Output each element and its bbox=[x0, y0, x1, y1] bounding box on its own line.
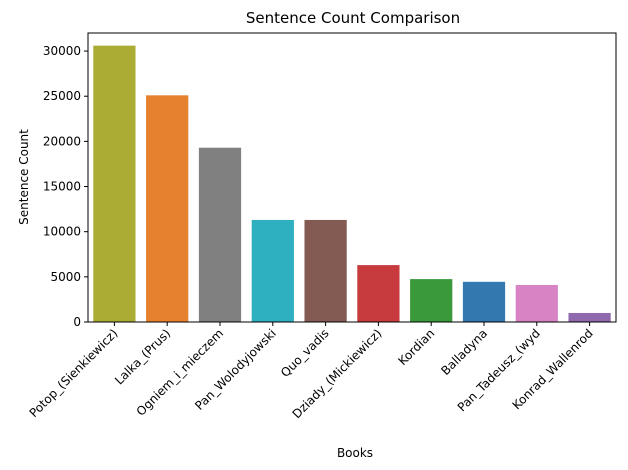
x-tick-label: Potop_(Sienkiewicz) bbox=[27, 326, 121, 420]
bar-Potop_(Sienkiewicz) bbox=[93, 45, 136, 323]
bar-Lalka_(Prus) bbox=[146, 95, 189, 322]
bar-Ogniem_i_mieczem bbox=[198, 147, 242, 322]
y-tick-label: 5000 bbox=[50, 270, 81, 284]
x-tick-label: Dziady_(Mickiewicz) bbox=[290, 326, 385, 421]
bar-Balladyna bbox=[462, 281, 506, 322]
x-axis-label: Books bbox=[337, 446, 373, 460]
y-tick-label: 25000 bbox=[43, 89, 81, 103]
y-axis-label: Sentence Count bbox=[17, 129, 31, 225]
bar-Konrad_Wallenrod bbox=[568, 312, 611, 322]
y-axis: 0 5000 10000 15000 20000 25000 30000 bbox=[43, 44, 88, 329]
bars-layer bbox=[93, 45, 611, 323]
bar-Pan_Wolodyjowski bbox=[251, 219, 294, 322]
bar-Dziady_(Mickiewicz) bbox=[357, 265, 400, 322]
plot-frame bbox=[87, 32, 617, 323]
y-tick-label: 15000 bbox=[43, 180, 81, 194]
bar-Kordian bbox=[410, 279, 453, 322]
y-tick-label: 10000 bbox=[43, 225, 81, 239]
y-tick-label: 30000 bbox=[43, 44, 81, 58]
chart-title: Sentence Count Comparison bbox=[246, 9, 460, 27]
x-axis: Potop_(Sienkiewicz)Lalka_(Prus)Ogniem_i_… bbox=[27, 322, 596, 421]
x-tick-label: Balladyna bbox=[438, 326, 490, 378]
x-tick-label: Quo_vadis bbox=[278, 326, 332, 380]
y-tick-label: 0 bbox=[73, 315, 81, 329]
y-tick-label: 20000 bbox=[43, 134, 81, 148]
bar-Quo_vadis bbox=[304, 219, 347, 322]
x-tick-label: Ogniem_i_mieczem bbox=[134, 326, 226, 418]
bar-Pan_Tadeusz_(wyd bbox=[515, 284, 558, 322]
x-tick-label: Kordian bbox=[395, 326, 437, 368]
